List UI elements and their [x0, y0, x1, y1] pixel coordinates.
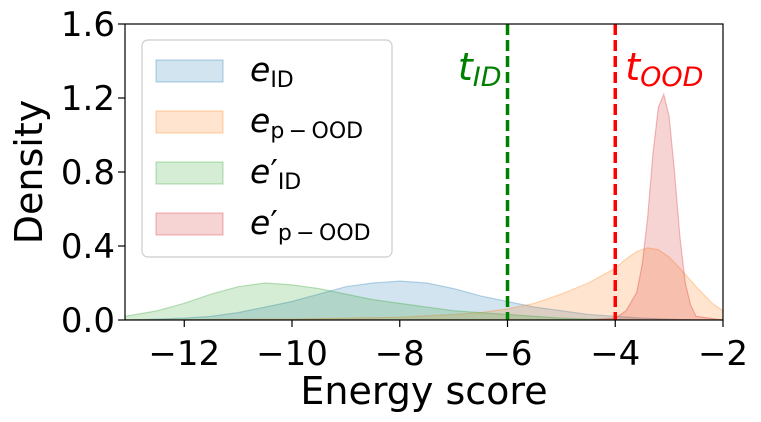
x-tick-label: −4	[590, 334, 640, 374]
y-tick-label: 0.0	[61, 301, 115, 341]
legend-swatch-1	[155, 110, 224, 134]
y-axis-label: Density	[7, 100, 51, 244]
legend-swatch-2	[155, 161, 224, 185]
threshold-label-0: tID	[458, 45, 502, 93]
legend-box	[141, 39, 393, 258]
x-tick-label: −6	[482, 334, 532, 374]
legend-swatch-0	[155, 59, 224, 83]
x-tick-label: −2	[698, 334, 748, 374]
legend-label-3: e′p − OOD	[250, 203, 371, 246]
legend-label-1: ep − OOD	[250, 101, 363, 144]
threshold-label-1: tOOD	[625, 45, 703, 93]
y-tick-label: 1.2	[61, 79, 115, 119]
x-tick-label: −8	[375, 334, 425, 374]
y-tick-label: 0.8	[61, 153, 115, 193]
density-area-1	[125, 247, 723, 320]
y-tick-label: 0.4	[61, 227, 115, 267]
legend-swatch-3	[155, 212, 224, 236]
y-axis-ticks: 0.0 0.4 0.8 1.2 1.6	[61, 5, 125, 341]
threshold-lines: tID tOOD	[458, 24, 703, 320]
density-area-0	[125, 280, 723, 320]
legend-label-2: e′ID	[250, 152, 301, 195]
x-tick-label: −12	[148, 334, 220, 374]
legend: eID ep − OOD e′ID e′p − OOD	[141, 39, 393, 258]
legend-label-0: eID	[250, 50, 294, 93]
y-tick-label: 1.6	[61, 5, 115, 45]
x-axis-ticks: −12 −10 −8 −6 −4 −2	[148, 320, 748, 374]
x-tick-label: −10	[256, 334, 328, 374]
x-axis-label: Energy score	[300, 369, 547, 413]
